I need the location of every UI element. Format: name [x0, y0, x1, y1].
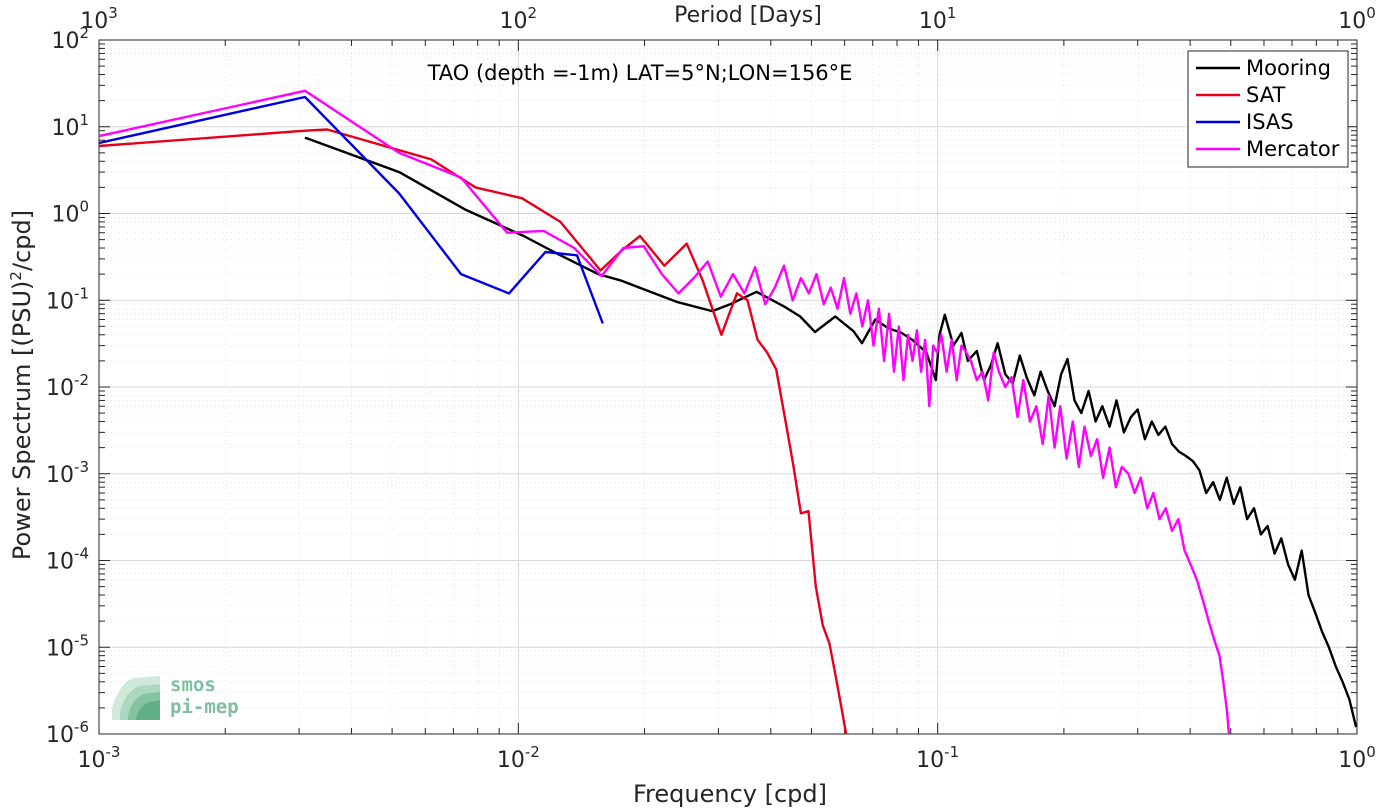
series-line-sat — [98, 128, 848, 735]
y-axis-label-prefix: Power Spectrum [(PSU) — [8, 281, 36, 560]
top-tick-label-exp: 1 — [947, 4, 957, 22]
y-tick-label-exp: -6 — [74, 718, 89, 736]
smos-pi-mep-logo: smos pi-mep — [112, 674, 239, 720]
series-line-isas — [98, 95, 604, 324]
y-tick-label-base: 10 — [46, 289, 74, 314]
major-grid — [98, 40, 1357, 734]
top-tick-label-exp: 0 — [1366, 4, 1376, 22]
y-tick-label-exp: -4 — [74, 545, 89, 563]
x-tick-label-base: 10 — [78, 748, 106, 773]
y-tick-label-exp: 0 — [79, 198, 89, 216]
top-tick-label-base: 10 — [919, 9, 947, 34]
y-tick-label: 10-4 — [46, 545, 89, 575]
legend-label-mooring: Mooring — [1246, 56, 1331, 80]
legend-label-isas: ISAS — [1246, 110, 1294, 134]
y-tick-label-exp: 1 — [79, 111, 89, 129]
top-axis-label: Period [Days] — [674, 3, 822, 28]
y-tick-label-base: 10 — [46, 550, 74, 575]
y-tick-label-base: 10 — [51, 29, 79, 54]
y-tick-label-base: 10 — [46, 723, 74, 748]
y-tick-label-exp: -3 — [74, 458, 89, 476]
top-tick-label: 102 — [500, 4, 538, 34]
legend-label-mercator: Mercator — [1246, 137, 1340, 161]
legend-box — [1187, 50, 1349, 168]
y-tick-label: 10-6 — [46, 718, 89, 748]
series-layer — [98, 89, 1358, 735]
y-tick-label-exp: -5 — [74, 631, 89, 649]
x-tick-label: 10-2 — [497, 743, 540, 773]
series-line-mooring — [304, 136, 1358, 728]
y-tick-label: 100 — [51, 198, 89, 228]
x-tick-label: 10-1 — [916, 743, 959, 773]
x-tick-label-exp: -1 — [944, 743, 959, 761]
y-tick-label-base: 10 — [51, 203, 79, 228]
y-tick-label-exp: -1 — [74, 284, 89, 302]
x-tick-label-exp: -3 — [106, 743, 121, 761]
x-tick-label-base: 10 — [497, 748, 525, 773]
y-tick-label: 101 — [51, 111, 89, 141]
x-axis-label: Frequency [cpd] — [633, 780, 827, 808]
y-axis-label-sup: 2 — [7, 271, 25, 281]
legend-label-sat: SAT — [1246, 83, 1285, 107]
top-tick-label: 100 — [1338, 4, 1376, 34]
y-tick-label-base: 10 — [46, 463, 74, 488]
y-tick-label-exp: -2 — [74, 371, 89, 389]
x-tick-label: 10-3 — [78, 743, 121, 773]
legend: Mooring SAT ISAS Mercator — [1187, 50, 1349, 168]
y-tick-label: 10-3 — [46, 458, 89, 488]
y-tick-label: 102 — [51, 24, 89, 54]
top-tick-label: 101 — [919, 4, 957, 34]
y-tick-label-exp: 2 — [79, 24, 89, 42]
y-tick-label-base: 10 — [46, 376, 74, 401]
top-tick-label-exp: 2 — [528, 4, 538, 22]
series-line-mercator — [98, 89, 1231, 735]
chart-title: TAO (depth =-1m) LAT=5°N;LON=156°E — [427, 61, 853, 85]
logo-line1: smos — [170, 674, 216, 696]
top-tick-label-base: 10 — [80, 9, 108, 34]
top-tick-label-base: 10 — [500, 9, 528, 34]
y-tick-label: 10-1 — [46, 284, 89, 314]
x-tick-label-base: 10 — [916, 748, 944, 773]
x-tick-label-base: 10 — [1338, 748, 1366, 773]
y-tick-label-base: 10 — [46, 636, 74, 661]
x-tick-label: 100 — [1338, 743, 1376, 773]
y-axis-label-suffix: /cpd] — [8, 210, 36, 271]
top-tick-label-base: 10 — [1338, 9, 1366, 34]
y-tick-label: 10-5 — [46, 631, 89, 661]
x-tick-label-exp: -2 — [525, 743, 540, 761]
top-tick-label: 103 — [80, 4, 118, 34]
logo-line2: pi-mep — [170, 696, 239, 718]
y-tick-label-base: 10 — [51, 116, 79, 141]
top-tick-label-exp: 3 — [108, 4, 118, 22]
x-tick-label-exp: 0 — [1366, 743, 1376, 761]
y-tick-label: 10-2 — [46, 371, 89, 401]
y-axis-label: Power Spectrum [(PSU)2/cpd] — [7, 210, 36, 560]
